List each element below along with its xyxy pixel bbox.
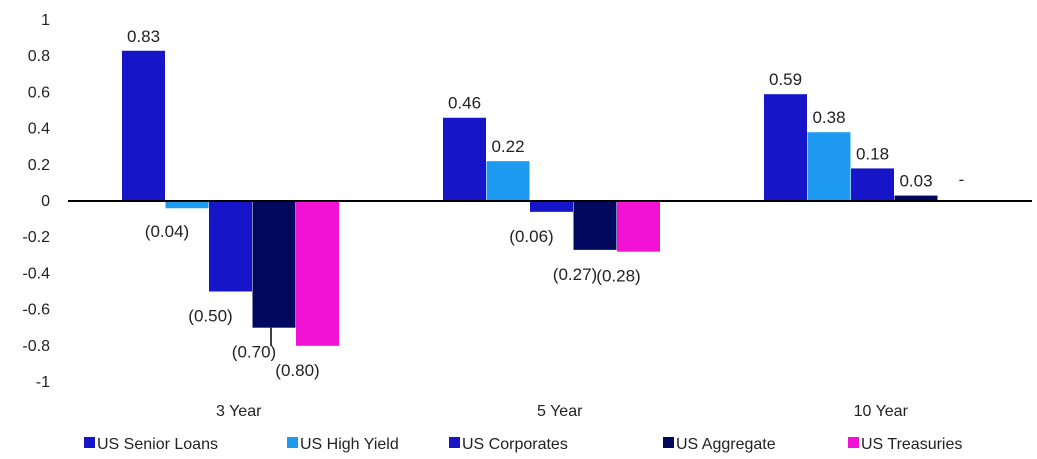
y-tick-label: 0 — [41, 193, 50, 210]
y-tick-label: -0.8 — [22, 338, 50, 355]
y-tick-label: 0.8 — [28, 48, 50, 65]
legend-swatch — [287, 437, 298, 448]
data-label: 0.46 — [448, 94, 481, 113]
bar-us-high-yield-3-year — [165, 201, 209, 209]
bar-us-senior-loans-10-year — [764, 94, 807, 201]
x-category-label: 3 Year — [216, 403, 262, 420]
bar-us-aggregate-5-year — [573, 201, 617, 250]
bar-us-high-yield-10-year — [807, 132, 851, 201]
bar-us-high-yield-5-year — [486, 161, 530, 201]
data-label: (0.50) — [188, 307, 232, 326]
legend-label: US High Yield — [300, 436, 399, 453]
data-label: (0.28) — [596, 267, 640, 286]
data-label: 0.03 — [899, 172, 932, 191]
bar-us-aggregate-10-year — [894, 195, 938, 201]
x-category-label: 5 Year — [537, 403, 583, 420]
y-tick-label: 0.6 — [28, 84, 50, 101]
data-label: - — [959, 170, 965, 189]
data-label: (0.70) — [232, 343, 276, 362]
legend-label: US Treasuries — [861, 436, 962, 453]
y-tick-label: -1 — [36, 374, 50, 391]
bar-us-senior-loans-3-year — [122, 50, 165, 201]
data-label: 0.38 — [812, 108, 845, 127]
y-tick-label: 1 — [41, 12, 50, 29]
y-tick-label: -0.2 — [22, 229, 50, 246]
y-tick-label: -0.6 — [22, 302, 50, 319]
bar-us-corporates-5-year — [530, 201, 573, 212]
legend-swatch — [449, 437, 460, 448]
data-label: 0.59 — [769, 70, 802, 89]
legend-label: US Senior Loans — [97, 436, 218, 453]
y-tick-label: 0.2 — [28, 157, 50, 174]
bar-us-senior-loans-5-year — [443, 117, 486, 201]
legend-swatch — [663, 437, 674, 448]
legend-swatch — [848, 437, 859, 448]
bar-us-corporates-10-year — [851, 168, 894, 201]
x-category-label: 10 Year — [854, 403, 909, 420]
legend-label: US Aggregate — [676, 436, 776, 453]
data-label: 0.22 — [491, 137, 524, 156]
data-label: 0.83 — [127, 27, 160, 46]
legend-label: US Corporates — [462, 436, 568, 453]
bar-us-treasuries-5-year — [617, 201, 660, 252]
bar-us-aggregate-3-year — [252, 201, 296, 328]
data-label: (0.04) — [145, 222, 189, 241]
legend-swatch — [84, 437, 95, 448]
data-label: (0.27) — [553, 265, 597, 284]
bar-us-treasuries-3-year — [296, 201, 339, 346]
bar-us-corporates-3-year — [209, 201, 252, 292]
data-label: (0.06) — [509, 227, 553, 246]
y-tick-label: -0.4 — [22, 265, 50, 282]
data-label: 0.18 — [856, 144, 889, 163]
y-tick-label: 0.4 — [28, 121, 50, 138]
data-label: (0.80) — [275, 361, 319, 380]
